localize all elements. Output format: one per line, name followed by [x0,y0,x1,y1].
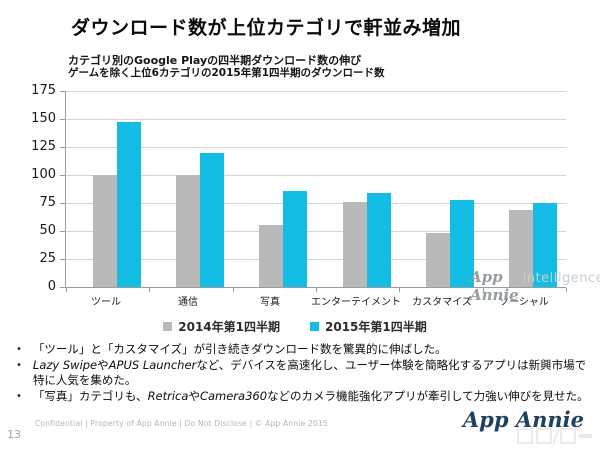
page-title: ダウンロード数が上位カテゴリで軒並み増加 [70,17,461,39]
x-axis: ツール 通信 写真 エンターテイメント カスタマイズ ソーシャル [65,293,565,308]
bar-2015年第1四半期 [533,203,558,287]
gridline [66,147,566,148]
bar-2014年第1四半期 [425,233,450,287]
x-category-label: ツール [91,297,121,308]
y-tick-label: 150 [31,111,56,126]
bullet-text: 「写真」カテゴリも、RetricaやCamera360などのカメラ機能強化アプリ… [33,389,589,404]
chart-watermark: App Annie intelligence [470,268,600,304]
bullet-item: • 「ツール」と「カスタマイズ」が引き続きダウンロード数を驚異的に伸ばした。 [16,342,590,357]
bullet-item: • Lazy SwipeやAPUS Launcherなど、デバイスを高速化し、ユー… [16,358,590,388]
bullet-segment: や [97,358,109,372]
legend-swatch [310,322,319,331]
page-number: 13 [7,428,21,441]
y-tick-mark [60,231,65,232]
gridline [66,203,566,204]
bar-2014年第1四半期 [259,225,284,287]
y-tick-label: 100 [31,167,56,182]
bullet-segment: Lazy Swipe [32,358,98,372]
bar-2015年第1四半期 [366,192,391,287]
bar-2014年第1四半期 [175,175,200,287]
bullet-segment: 「ツール」と「カスタマイズ」が引き続きダウンロード数を驚異的に伸ばした。 [32,342,447,356]
x-tick-mark [482,288,484,292]
app-annie-watermark-script: App Annie [470,268,519,304]
legend-label: 2015年第1四半期 [325,320,427,334]
x-category-label: 写真 [260,297,280,308]
y-tick-mark [60,287,65,288]
bar-group [158,91,241,287]
y-tick-label: 175 [31,83,56,98]
bullet-segment: APUS Launcher [108,358,197,372]
bar-group [408,91,491,287]
x-tick-mark [566,288,567,292]
bullet-segment: などのカメラ機能強化アプリが牽引して力強い伸びを見せた。 [267,388,589,403]
x-tick-mark [232,288,234,292]
bars-row [66,91,566,287]
bullet-text: Lazy SwipeやAPUS Launcherなど、デバイスを高速化し、ユーザ… [33,358,590,388]
gridline [66,91,566,92]
bar-2015年第1四半期 [199,152,224,287]
gridline [66,259,566,260]
bullet-text: 「ツール」と「カスタマイズ」が引き続きダウンロード数を驚異的に伸ばした。 [33,342,447,357]
legend-label: 2014年第1四半期 [178,320,280,334]
bullet-marker: • [16,344,22,355]
bullet-segment: Camera360 [199,388,268,403]
bullet-segment: など、デバイスを高速化し、ユーザー体験を簡略化するアプリは新興市場で特に人気を集… [32,358,587,387]
bullet-segment: Retrica [147,388,189,403]
bullet-marker: • [16,390,22,402]
x-tick-mark [66,288,67,292]
intelligence-watermark-text: intelligence [522,271,600,286]
y-tick-label: 0 [47,279,56,294]
chart-subtitle: ゲームを除く上位6カテゴリの2015年第1四半期のダウンロード数 [68,67,385,79]
x-category-label: 通信 [178,297,198,308]
legend: 2014年第1四半期 2015年第1四半期 [0,318,590,335]
legend-swatch [163,322,173,331]
chart-title-block: カテゴリ別のGoogle Playの四半期ダウンロード数の伸び ゲームを除く上位… [68,54,385,79]
x-category-label: ソーシャル [499,297,549,308]
bullet-segment: や [188,388,200,403]
bullet-item: • 「写真」カテゴリも、RetricaやCamera360などのカメラ機能強化アプ… [16,389,590,404]
y-tick-mark [60,119,65,120]
x-tick-mark [399,288,401,292]
y-tick-mark [60,147,65,148]
bar-2015年第1四半期 [116,122,141,287]
bar-group [75,91,158,287]
bullet-marker: • [16,360,22,371]
bar-group [325,91,408,287]
x-category-label: カスタマイズ [412,297,472,308]
y-tick-mark [60,91,65,92]
app-annie-logo: App Annie [462,407,584,432]
y-tick-mark [60,175,65,176]
legend-item: 2014年第1四半期 [163,318,280,335]
plot-area [65,91,567,292]
bar-group [492,91,575,287]
gridline [66,175,566,176]
y-tick-label: 125 [31,139,56,154]
gridline [66,119,566,120]
x-tick-mark [316,288,317,292]
y-tick-label: 75 [39,195,56,210]
y-tick-label: 25 [39,251,56,266]
bar-2014年第1四半期 [92,175,117,287]
gridline [66,231,566,232]
x-category-label: エンターテイメント [311,297,401,308]
chart-title: カテゴリ別のGoogle Playの四半期ダウンロード数の伸び [68,54,362,67]
y-tick-mark [60,203,65,204]
bullet-segment: 「写真」カテゴリも、 [32,388,148,403]
legend-item: 2015年第1四半期 [310,318,427,335]
bullet-list: • 「ツール」と「カスタマイズ」が引き続きダウンロード数を驚異的に伸ばした。 • La… [16,342,590,405]
bar-2015年第1四半期 [283,190,308,287]
bar-group [242,91,325,287]
y-tick-label: 50 [39,223,56,238]
y-tick-mark [60,259,65,260]
x-tick-mark [149,288,151,292]
bar-2015年第1四半期 [449,199,474,287]
bar-2014年第1四半期 [509,209,534,287]
bar-2014年第1四半期 [342,201,367,287]
footer-text: Confidential | Property of App Annie | D… [35,419,328,428]
site-watermark [517,428,592,444]
